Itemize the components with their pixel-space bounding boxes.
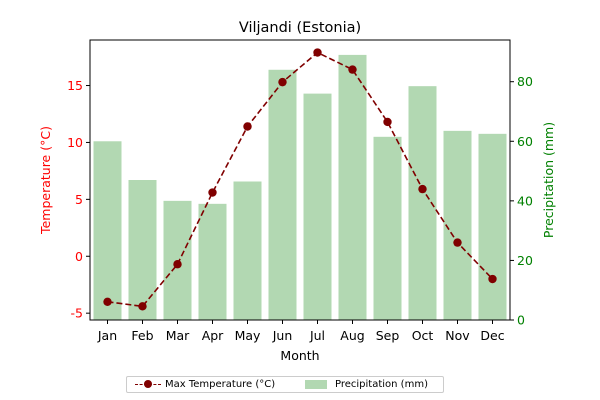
precipitation-bar	[443, 130, 472, 320]
temperature-point	[488, 274, 497, 284]
right-y-axis-label: Precipitation (mm)	[541, 122, 556, 238]
left-y-axis-label: Temperature (°C)	[38, 126, 53, 235]
temperature-point	[348, 65, 357, 74]
x-tick-label: Nov	[445, 328, 470, 343]
x-tick-label: Jan	[97, 328, 117, 343]
x-axis-label: Month	[280, 348, 319, 363]
temperature-point	[383, 117, 392, 127]
temperature-point	[208, 188, 217, 197]
x-tick-label: Jul	[309, 328, 325, 343]
right-y-tick-label: 60	[517, 134, 533, 149]
x-tick-label: Jun	[272, 328, 293, 343]
legend-item-temperature: Max Temperature (°C)	[129, 378, 279, 392]
legend-marker-swatch	[144, 380, 152, 388]
temperature-point	[313, 48, 322, 57]
left-y-tick-label: 0	[75, 249, 83, 264]
left-y-tick-label: 5	[75, 192, 83, 207]
legend: Max Temperature (°C) Precipitation (mm)	[126, 376, 444, 393]
chart-title: Viljandi (Estonia)	[239, 20, 361, 36]
right-y-tick-label: 20	[517, 253, 533, 268]
x-tick-label: Mar	[166, 328, 190, 343]
precipitation-bars	[93, 54, 507, 320]
precipitation-bar	[478, 133, 507, 320]
temperature-point	[103, 297, 112, 306]
x-tick-label: Dec	[480, 328, 504, 343]
legend-item-precipitation: Precipitation (mm)	[299, 378, 439, 392]
precipitation-bar	[268, 69, 297, 320]
plot-frame	[89, 39, 511, 321]
temperature-point	[138, 302, 147, 311]
precipitation-bar	[338, 54, 367, 320]
x-tick-label: Aug	[340, 328, 364, 343]
left-y-tick-label: 10	[67, 135, 83, 150]
legend-label: Precipitation (mm)	[335, 379, 428, 390]
precipitation-bar	[233, 181, 262, 320]
x-axis: Jan Feb Mar Apr May Jun Jul Aug Sep Oct Nov Dec	[97, 320, 505, 343]
precipitation-bar	[128, 180, 157, 320]
right-y-tick-label: 0	[517, 313, 525, 328]
left-y-axis: -5 0 5 10 15	[67, 78, 90, 321]
x-tick-label: May	[235, 328, 261, 343]
temperature-line	[107, 51, 494, 308]
temperature-point	[173, 260, 182, 269]
x-tick-label: Oct	[412, 328, 434, 343]
legend-label: Max Temperature (°C)	[165, 379, 276, 390]
precipitation-bar	[198, 203, 227, 320]
right-y-axis: 0 20 40 60 80	[510, 74, 533, 328]
temperature-point	[453, 238, 462, 247]
temperature-point	[243, 122, 252, 131]
x-tick-label: Apr	[202, 328, 224, 343]
temperature-point	[418, 184, 427, 194]
left-y-tick-label: 15	[67, 78, 83, 93]
right-y-tick-label: 40	[517, 193, 533, 208]
left-y-tick-label: -5	[71, 306, 83, 321]
temperature-point	[278, 77, 287, 87]
precipitation-bar	[303, 93, 332, 320]
right-y-tick-label: 80	[517, 74, 533, 89]
x-tick-label: Feb	[131, 328, 153, 343]
legend-bar-swatch	[305, 380, 327, 389]
x-tick-label: Sep	[376, 328, 400, 343]
temperature-line-series	[103, 48, 497, 311]
precipitation-bar	[373, 136, 402, 320]
precipitation-bar	[93, 141, 122, 320]
